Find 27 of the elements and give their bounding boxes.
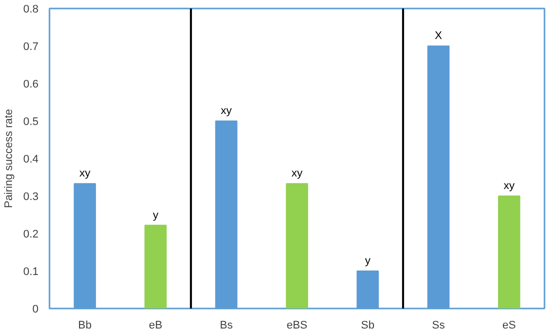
y-tick-label: 0.4	[23, 154, 39, 166]
y-tick-label: 0.6	[23, 78, 39, 90]
y-axis-title: Pairing success rate	[3, 108, 16, 208]
bar	[286, 183, 308, 308]
annotation: xy	[220, 105, 232, 117]
annotation: X	[434, 30, 443, 42]
annotation: y	[364, 255, 371, 267]
x-tick-label: eB	[148, 320, 162, 332]
x-tick-label: Ss	[432, 320, 446, 332]
x-tick-label: Bs	[220, 320, 234, 332]
y-tick-label: 0.5	[23, 116, 39, 128]
y-tick-label: 0	[32, 304, 39, 316]
annotation: y	[152, 209, 159, 222]
y-tick-label: 0.2	[23, 228, 39, 240]
y-tick-label: 0.1	[23, 266, 39, 278]
x-tick-label: eS	[502, 320, 516, 332]
bar	[144, 224, 167, 308]
x-tick-label: Sb	[360, 320, 374, 332]
annotation: xy	[79, 168, 91, 180]
x-tick-label: eBS	[286, 320, 308, 332]
y-tick-label: 0.8	[23, 4, 39, 16]
y-tick-label: 0.7	[23, 41, 39, 53]
annotation: xy	[292, 168, 303, 180]
annotation: xy	[504, 180, 516, 192]
y-tick-label: 0.3	[23, 191, 39, 203]
bar	[498, 196, 520, 308]
x-tick-label: Bb	[78, 320, 92, 332]
